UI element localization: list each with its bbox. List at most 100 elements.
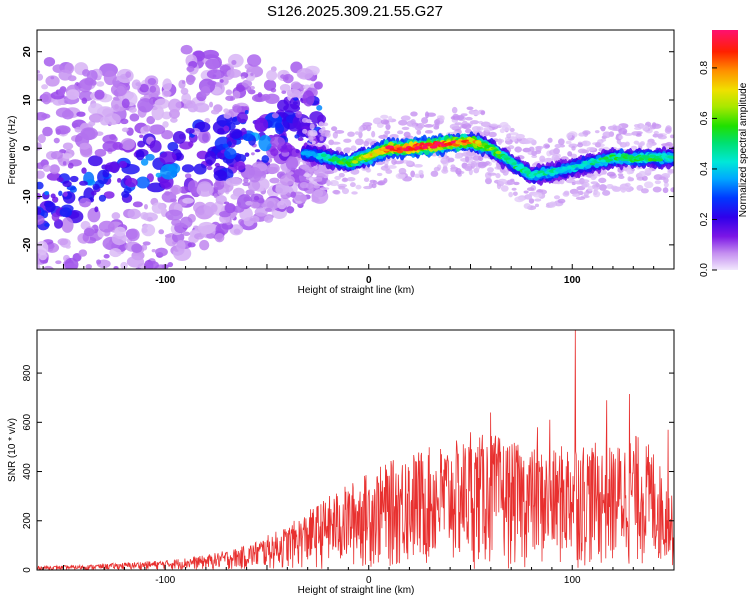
- spectrogram-blob: [57, 238, 69, 246]
- spectrogram-blob: [225, 177, 243, 187]
- spectrogram-y-tick-label: 20: [22, 46, 33, 58]
- spectrogram-blob: [87, 207, 101, 223]
- spectrogram-halo-blob: [640, 188, 649, 194]
- spectrogram-halo-blob: [639, 141, 645, 147]
- spectrogram-halo-blob: [450, 116, 456, 120]
- spectrogram-x-axis: -100 0 100: [42, 264, 675, 286]
- spectrogram-blob: [109, 133, 117, 141]
- spectrogram-blob: [164, 234, 172, 238]
- spectrogram-blob: [110, 295, 119, 302]
- spectrogram-blob: [54, 313, 69, 326]
- spectrogram-halo-blob: [643, 181, 654, 189]
- spectrogram-halo-blob: [413, 163, 423, 168]
- spectrogram-blob: [56, 177, 64, 183]
- spectrogram-blob: [94, 148, 107, 157]
- spectrogram-blob: [135, 149, 145, 161]
- spectrogram-blob: [236, 112, 248, 124]
- spectrogram-halo-blob: [433, 166, 441, 172]
- spectrogram-blob: [125, 291, 136, 300]
- spectrogram-halo-blob: [606, 171, 616, 177]
- spectrogram-blob: [177, 273, 188, 285]
- spectrogram-blob: [290, 81, 302, 90]
- spectrogram-halo-blob: [595, 182, 600, 188]
- spectrogram-halo-blob: [497, 178, 508, 185]
- spectrogram-blob: [146, 260, 159, 269]
- spectrogram-blob: [223, 108, 230, 114]
- spectrogram-halo-blob: [567, 151, 573, 157]
- spectrogram-blob: [119, 288, 125, 293]
- spectrogram-ridge-blob: [602, 156, 609, 160]
- spectrogram-blob: [149, 85, 157, 93]
- spectrogram-blob: [245, 200, 253, 206]
- spectrogram-halo-blob: [460, 124, 468, 129]
- spectrogram-halo-blob: [355, 184, 362, 190]
- spectrogram-blob: [254, 207, 268, 217]
- spectrogram-halo-blob: [509, 127, 515, 133]
- spectrogram-blob: [49, 164, 60, 175]
- spectrogram-blob: [207, 80, 217, 86]
- spectrogram-blob: [37, 214, 45, 225]
- spectrogram-halo-blob: [549, 149, 557, 156]
- spectrogram-halo-blob: [512, 191, 518, 196]
- spectrogram-halo-blob: [347, 131, 355, 137]
- spectrogram-halo-blob: [514, 146, 523, 153]
- spectrogram-halo-blob: [610, 185, 618, 190]
- spectrogram-blob: [182, 197, 194, 204]
- spectrogram-halo-blob: [378, 134, 388, 140]
- spectrogram-blob: [102, 271, 115, 283]
- spectrogram-blob: [42, 164, 51, 172]
- spectrogram-blob: [55, 107, 72, 118]
- spectrogram-blob: [206, 233, 215, 239]
- spectrogram-ridge-blob: [352, 160, 359, 164]
- spectrogram-halo-blob: [638, 170, 647, 177]
- spectrogram-blob: [41, 312, 59, 323]
- spectrogram-halo-blob: [641, 175, 648, 181]
- spectrogram-blob: [103, 70, 117, 86]
- colorbar-tick-label: 0.2: [699, 212, 710, 226]
- spectrogram-ridge-blob: [600, 159, 607, 163]
- spectrogram-blob: [61, 217, 74, 233]
- spectrogram-blob: [162, 121, 169, 128]
- spectrogram-halo-blob: [369, 179, 376, 183]
- spectrogram-blob: [185, 127, 195, 134]
- spectrogram-halo-blob: [383, 177, 388, 184]
- spectrogram-blob: [78, 249, 88, 257]
- spectrogram-blob: [294, 194, 303, 202]
- spectrogram-blob: [99, 116, 110, 126]
- spectrogram-halo-blob: [454, 155, 463, 159]
- spectrogram-ridge-blob: [432, 144, 439, 147]
- spectrogram-halo-blob: [466, 106, 474, 111]
- spectrogram-halo-blob: [501, 124, 512, 132]
- spectrogram-blob: [277, 200, 287, 210]
- spectrogram-blob: [149, 124, 166, 135]
- spectrogram-blob: [88, 155, 103, 167]
- spectrogram-halo-blob: [304, 168, 315, 173]
- spectrogram-blob: [44, 320, 55, 332]
- spectrogram-halo-blob: [618, 175, 625, 180]
- spectrogram-halo-blob: [465, 116, 473, 121]
- spectrogram-blob: [197, 130, 211, 144]
- spectrogram-blob: [241, 79, 253, 88]
- spectrogram-ridge-blob: [437, 142, 444, 145]
- spectrogram-blob: [220, 181, 225, 186]
- figure-title: S126.2025.309.21.55.G27: [267, 3, 443, 20]
- spectrogram-blob: [151, 248, 156, 253]
- spectrogram-halo-blob: [553, 195, 561, 200]
- colorbar-gradient: [712, 30, 738, 270]
- spectrogram-blob: [114, 299, 118, 303]
- snr-x-label: Height of straight line (km): [298, 585, 415, 596]
- spectrogram-blob: [223, 112, 232, 119]
- spectrogram-blob: [41, 84, 49, 90]
- spectrogram-halo-blob: [398, 119, 408, 126]
- snr-x-tick-label: 100: [564, 575, 581, 586]
- spectrogram-blob: [103, 191, 115, 199]
- spectrogram-blob: [161, 129, 174, 140]
- spectrogram-blob: [45, 298, 51, 302]
- spectrogram-halo-blob: [658, 176, 666, 180]
- spectrogram-blob: [120, 261, 128, 269]
- spectrogram-blob: [37, 305, 46, 316]
- spectrogram-blob: [56, 284, 62, 291]
- spectrogram-blob: [60, 319, 64, 323]
- spectrogram-halo-blob: [384, 130, 391, 135]
- spectrogram-halo-blob: [380, 119, 389, 125]
